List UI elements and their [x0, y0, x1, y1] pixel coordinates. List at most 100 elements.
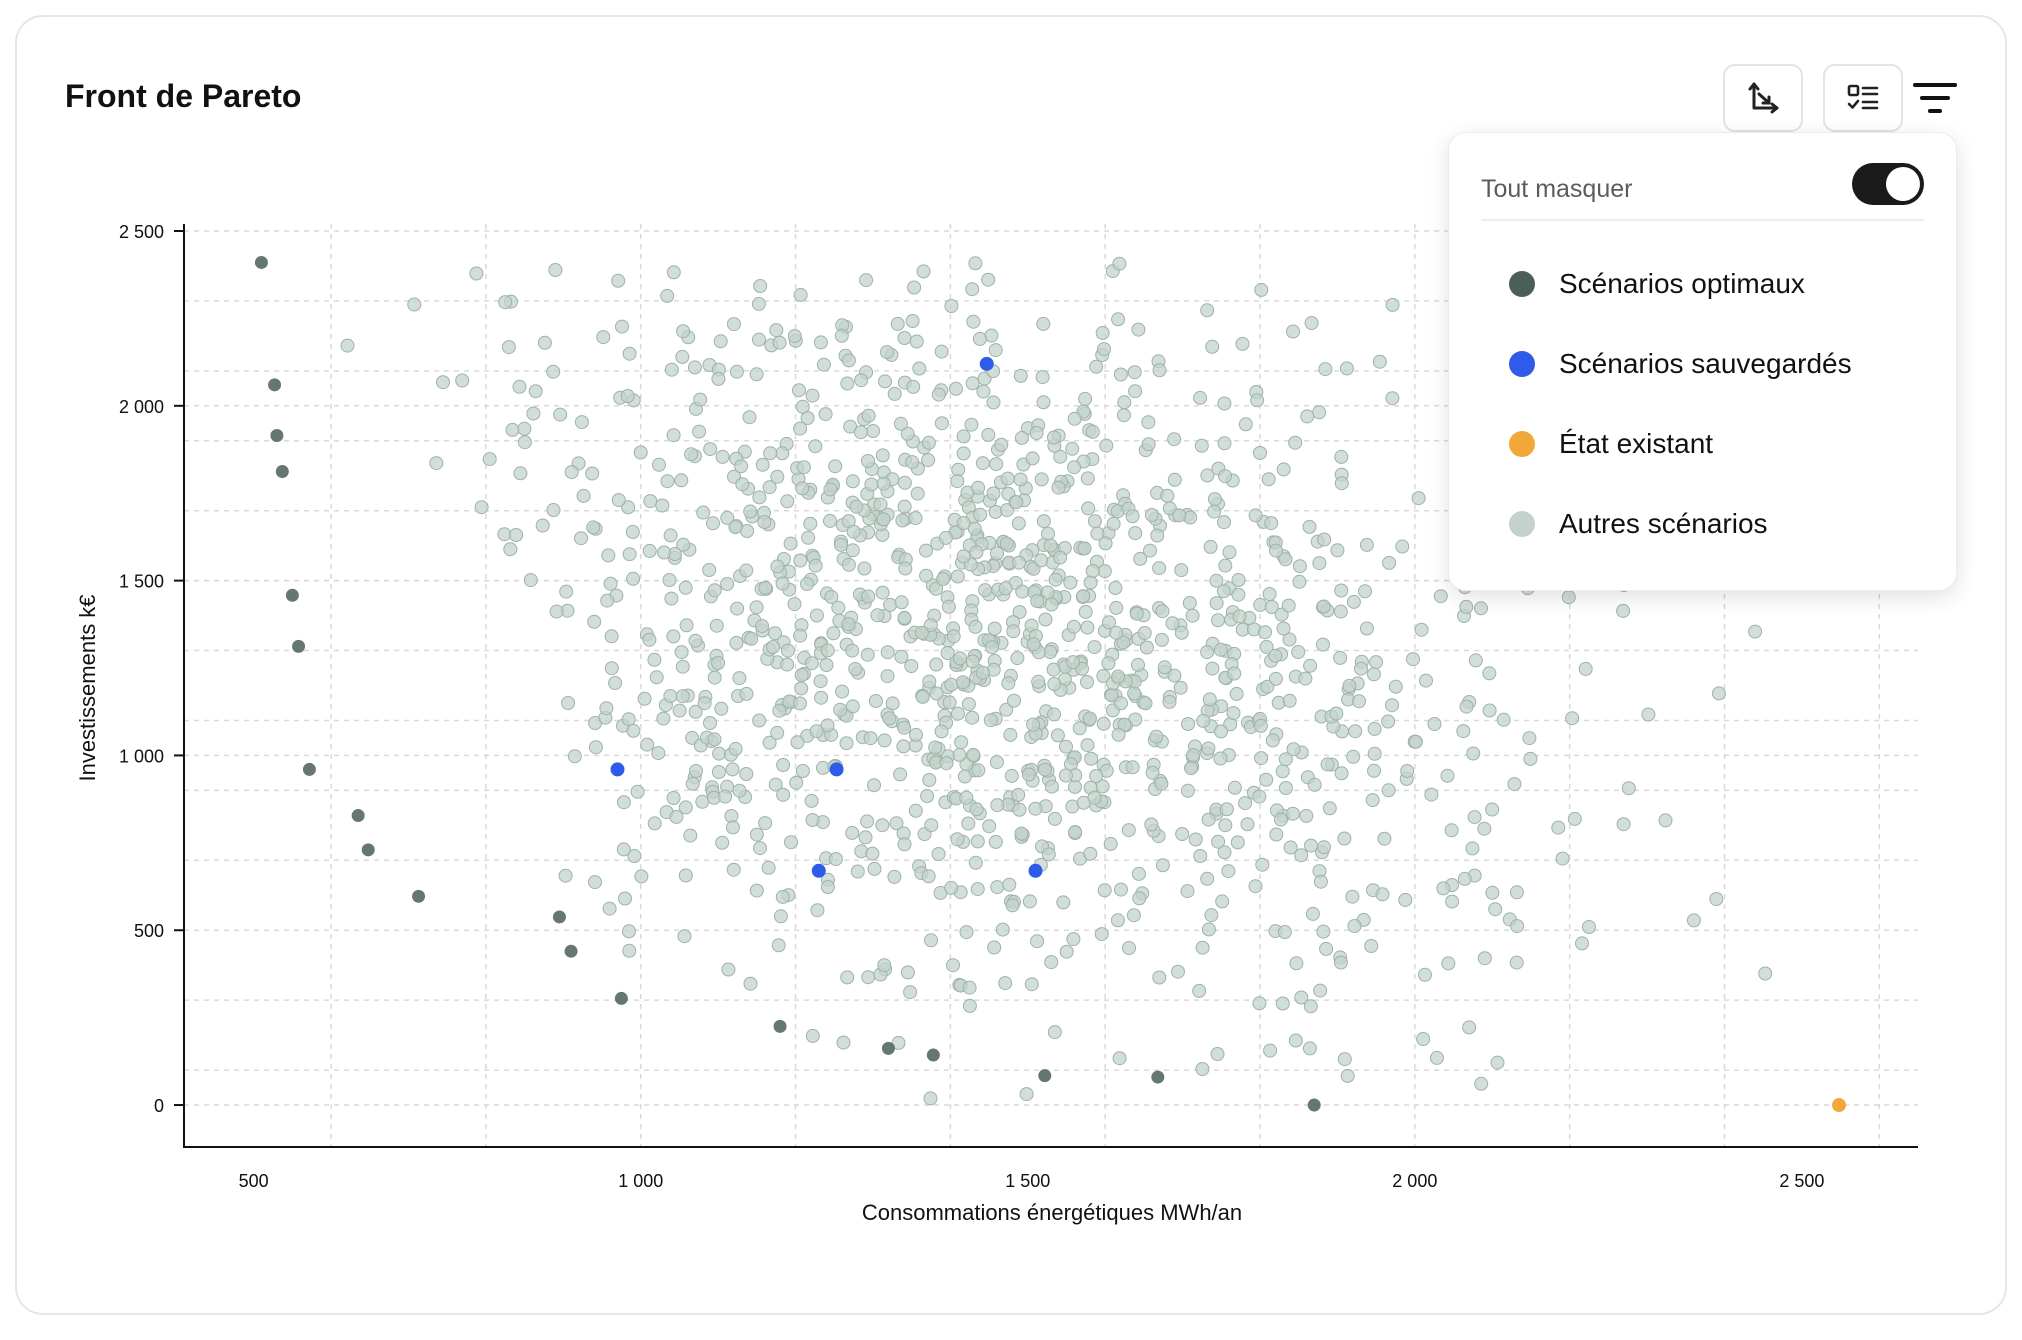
- other-scenario-point: [922, 773, 937, 787]
- hide-all-toggle[interactable]: [1852, 163, 1924, 205]
- other-scenario-point: [801, 530, 816, 545]
- other-scenario-point: [429, 456, 444, 471]
- other-scenario-point: [1302, 519, 1317, 534]
- other-scenario-point: [1282, 693, 1297, 708]
- other-scenario-point: [1337, 831, 1352, 846]
- other-scenario-point: [803, 516, 818, 531]
- other-scenario-point: [1034, 472, 1049, 487]
- other-scenario-point: [1213, 751, 1228, 766]
- other-scenario-point: [944, 880, 959, 895]
- filter-button[interactable]: [1905, 70, 1965, 126]
- other-scenario-point: [946, 629, 961, 644]
- legend-item-optimal[interactable]: Scénarios optimaux: [1509, 264, 1805, 304]
- other-scenario-point: [873, 497, 888, 512]
- other-scenario-point: [880, 669, 895, 684]
- other-scenario-point: [627, 849, 642, 863]
- other-scenario-point: [1034, 553, 1049, 568]
- optimal-scenario-point: [351, 809, 365, 823]
- other-scenario-point: [626, 723, 641, 738]
- other-scenario-point: [998, 976, 1013, 991]
- other-scenario-point: [474, 500, 489, 515]
- legend-item-existing[interactable]: État existant: [1509, 424, 1713, 464]
- other-scenario-point: [1058, 768, 1073, 783]
- other-scenario-point: [928, 740, 943, 755]
- other-scenario-point: [1621, 781, 1636, 796]
- other-scenario-point: [1132, 891, 1147, 906]
- saved-scenario-point: [610, 762, 625, 777]
- other-scenario-point: [739, 686, 754, 701]
- other-scenario-point: [1144, 817, 1159, 832]
- other-scenario-point: [526, 406, 541, 421]
- legend-item-saved[interactable]: Scénarios sauvegardés: [1509, 344, 1852, 384]
- other-scenario-point: [1319, 941, 1334, 956]
- other-scenario-point: [755, 619, 770, 634]
- other-scenario-point: [1038, 762, 1052, 777]
- other-scenario-point: [1195, 940, 1210, 955]
- other-scenario-point: [660, 288, 675, 303]
- other-scenario-point: [1029, 426, 1044, 440]
- other-scenario-point: [711, 371, 726, 386]
- swap-axes-button[interactable]: [1723, 64, 1803, 132]
- other-scenario-point: [482, 452, 497, 467]
- other-scenario-point: [1255, 857, 1270, 872]
- other-scenario-point: [1283, 840, 1298, 855]
- other-scenario-point: [805, 1028, 820, 1043]
- other-scenario-point: [861, 970, 876, 985]
- other-scenario-point: [814, 690, 829, 705]
- other-scenario-point: [1125, 509, 1140, 524]
- other-scenario-point: [642, 632, 657, 647]
- other-scenario-point: [687, 360, 702, 375]
- other-scenario-point: [944, 299, 959, 313]
- other-scenario-point: [1522, 731, 1537, 746]
- other-scenario-point: [1219, 802, 1234, 817]
- other-scenario-point: [1131, 657, 1145, 672]
- other-scenario-point: [805, 388, 820, 403]
- other-scenario-point: [976, 384, 991, 399]
- other-scenario-point: [603, 576, 618, 591]
- existing-state-point: [1832, 1098, 1847, 1113]
- other-scenario-point: [915, 689, 930, 704]
- other-scenario-point: [1068, 825, 1083, 839]
- other-scenario-point: [1056, 895, 1071, 910]
- other-scenario-point: [1258, 625, 1272, 640]
- other-scenario-point: [820, 880, 835, 894]
- other-scenario-point: [870, 608, 885, 623]
- other-scenario-point: [860, 647, 875, 662]
- optimal-scenario-point: [1038, 1069, 1052, 1083]
- other-scenario-point: [1330, 543, 1345, 558]
- other-scenario-point: [1174, 563, 1189, 578]
- other-scenario-point: [643, 494, 658, 509]
- other-scenario-point: [841, 557, 856, 572]
- other-scenario-point: [1144, 508, 1159, 522]
- other-scenario-point: [1011, 516, 1026, 531]
- other-scenario-point: [1436, 881, 1451, 896]
- other-scenario-point: [1175, 827, 1190, 841]
- other-scenario-point: [923, 1091, 938, 1106]
- other-scenario-point: [793, 287, 808, 302]
- other-scenario-point: [1261, 472, 1276, 487]
- other-scenario-point: [1014, 826, 1029, 841]
- other-scenario-point: [675, 659, 690, 674]
- other-scenario-point: [1334, 766, 1349, 781]
- other-scenario-point: [1165, 616, 1180, 631]
- other-scenario-point: [1367, 763, 1381, 778]
- other-scenario-point: [914, 625, 929, 640]
- other-scenario-point: [1227, 666, 1242, 681]
- other-scenario-point: [752, 332, 766, 347]
- optimal-scenario-point: [254, 255, 268, 269]
- axes: 0 500 1 000 1 500 2 000 2 500 500 1 000 1 500 2 0…: [119, 222, 1918, 1191]
- other-scenario-point: [1004, 768, 1019, 783]
- other-scenario-point: [986, 486, 1001, 501]
- other-scenario-point: [1009, 495, 1024, 510]
- other-scenario-point: [1209, 596, 1224, 611]
- other-scenario-point: [880, 645, 895, 660]
- other-scenario-point: [1021, 767, 1036, 782]
- legend-item-others[interactable]: Autres scénarios: [1509, 504, 1768, 544]
- other-scenario-point: [528, 384, 543, 399]
- other-scenario-point: [1050, 728, 1065, 743]
- other-scenario-point: [794, 668, 809, 682]
- other-scenario-point: [1269, 827, 1284, 842]
- y-tick-label: 1 000: [119, 746, 164, 766]
- checklist-button[interactable]: [1823, 64, 1903, 132]
- other-scenario-point: [1265, 733, 1280, 748]
